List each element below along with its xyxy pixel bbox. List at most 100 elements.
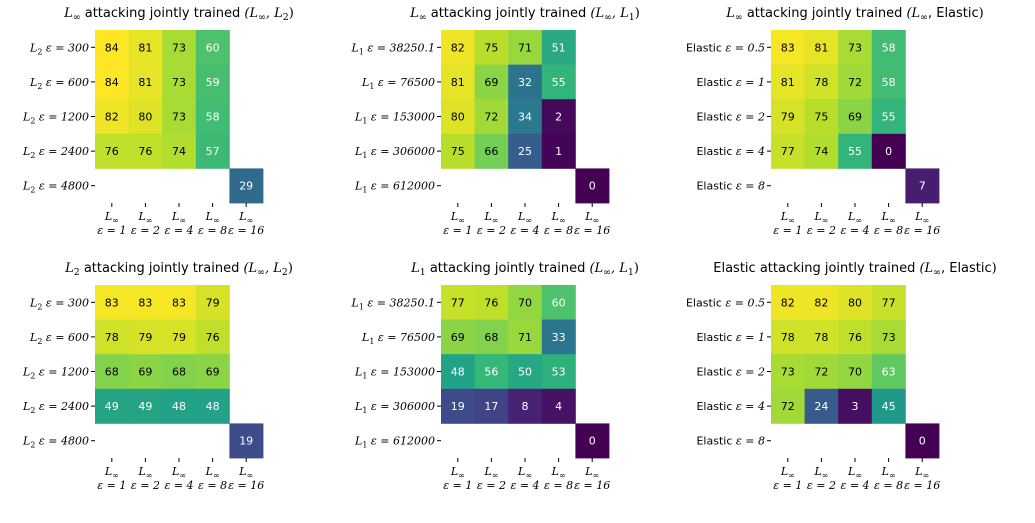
col-label: ε = 16 bbox=[574, 479, 610, 492]
panel-title: L∞​ attacking jointly trained (L∞​, L1​) bbox=[409, 6, 640, 23]
cell-value: 72 bbox=[484, 111, 498, 124]
cell-value: 45 bbox=[882, 400, 896, 413]
cell-value: 56 bbox=[484, 366, 498, 379]
col-label: L∞​ bbox=[483, 210, 498, 225]
heatmap-cell bbox=[508, 30, 543, 65]
cell-value: 73 bbox=[882, 331, 896, 344]
heatmap-cell bbox=[441, 319, 475, 355]
cell-value: 49 bbox=[138, 400, 152, 413]
cell-value: 76 bbox=[206, 331, 220, 344]
col-label: ε = 16 bbox=[574, 224, 610, 237]
cell-value: 55 bbox=[848, 145, 862, 158]
heatmap-cell bbox=[474, 99, 509, 135]
row-label: Elastic ε = 0.5 bbox=[686, 296, 765, 309]
cell-value: 72 bbox=[814, 366, 828, 379]
cell-value: 84 bbox=[105, 76, 119, 89]
heatmap-cell bbox=[95, 133, 129, 169]
cell-value: 0 bbox=[885, 145, 892, 158]
col-label: L∞​ bbox=[914, 465, 929, 480]
cell-value: 76 bbox=[484, 296, 498, 309]
heatmap-cell bbox=[128, 354, 163, 390]
heatmap-cell bbox=[541, 354, 576, 390]
col-label: L∞​ bbox=[881, 210, 896, 225]
heatmap-cell bbox=[128, 64, 163, 100]
cell-value: 53 bbox=[552, 366, 566, 379]
cell-value: 73 bbox=[848, 41, 862, 54]
col-label: ε = 2 bbox=[477, 224, 506, 237]
cell-value: 7 bbox=[919, 180, 926, 193]
heatmap-cell bbox=[541, 319, 576, 355]
cell-value: 82 bbox=[105, 111, 119, 124]
cell-value: 73 bbox=[781, 366, 795, 379]
heatmap-cell bbox=[804, 388, 839, 424]
cell-value: 77 bbox=[781, 145, 795, 158]
cell-value: 66 bbox=[484, 145, 498, 158]
heatmap-cell bbox=[508, 388, 543, 424]
cell-value: 72 bbox=[848, 76, 862, 89]
heatmap-panel: L1​ attacking jointly trained (L∞​, L1​)… bbox=[351, 261, 639, 492]
col-label: L∞​ bbox=[238, 210, 253, 225]
heatmap-cell bbox=[474, 319, 509, 355]
row-label: L1​ ε = 153000 bbox=[354, 366, 435, 381]
heatmap-cell bbox=[128, 319, 163, 355]
cell-value: 75 bbox=[484, 41, 498, 54]
heatmap-cell bbox=[871, 354, 906, 390]
heatmap-cell bbox=[474, 30, 509, 65]
cell-value: 4 bbox=[555, 400, 562, 413]
row-label: L2​ ε = 2400 bbox=[22, 400, 89, 415]
cell-value: 48 bbox=[172, 400, 186, 413]
cell-value: 81 bbox=[138, 41, 152, 54]
col-label: L∞​ bbox=[780, 210, 795, 225]
heatmap-cell bbox=[838, 319, 873, 355]
col-label: ε = 8 bbox=[874, 479, 903, 492]
row-label: L1​ ε = 38250.1 bbox=[351, 41, 435, 56]
cell-value: 48 bbox=[451, 366, 465, 379]
cell-value: 75 bbox=[451, 145, 465, 158]
row-label: Elastic ε = 4 bbox=[696, 400, 765, 413]
row-label: L2​ ε = 1200 bbox=[22, 366, 89, 381]
cell-value: 79 bbox=[781, 111, 795, 124]
cell-value: 69 bbox=[138, 366, 152, 379]
cell-value: 82 bbox=[451, 41, 465, 54]
heatmap-cell bbox=[195, 99, 230, 135]
cell-value: 83 bbox=[781, 41, 795, 54]
heatmap-cell bbox=[95, 64, 129, 100]
cell-value: 77 bbox=[882, 296, 896, 309]
heatmap-cell bbox=[195, 319, 230, 355]
cell-value: 32 bbox=[518, 76, 532, 89]
cell-value: 57 bbox=[206, 145, 220, 158]
cell-value: 55 bbox=[882, 111, 896, 124]
row-label: Elastic ε = 1 bbox=[696, 76, 765, 89]
row-label: Elastic ε = 2 bbox=[696, 111, 765, 124]
cell-value: 78 bbox=[781, 331, 795, 344]
heatmap-cell bbox=[771, 354, 805, 390]
heatmap-cell bbox=[95, 99, 129, 135]
cell-value: 81 bbox=[814, 41, 828, 54]
heatmap-cell bbox=[871, 30, 906, 65]
cell-value: 83 bbox=[105, 296, 119, 309]
cell-value: 0 bbox=[919, 435, 926, 448]
heatmap-cell bbox=[474, 354, 509, 390]
cell-value: 75 bbox=[814, 111, 828, 124]
heatmap-cell bbox=[541, 64, 576, 100]
cell-value: 48 bbox=[206, 400, 220, 413]
col-label: ε = 2 bbox=[477, 479, 506, 492]
col-label: L∞​ bbox=[780, 465, 795, 480]
heatmap-cell bbox=[441, 64, 475, 100]
heatmap-cell bbox=[871, 99, 906, 135]
col-label: L∞​ bbox=[847, 210, 862, 225]
col-label: ε = 1 bbox=[97, 224, 126, 237]
cell-value: 1 bbox=[555, 145, 562, 158]
heatmap-cell bbox=[195, 285, 230, 320]
col-label: L∞​ bbox=[584, 465, 599, 480]
row-label: L1​ ε = 76500 bbox=[361, 331, 435, 346]
cell-value: 74 bbox=[814, 145, 828, 158]
row-label: L2​ ε = 1200 bbox=[22, 111, 89, 126]
col-label: L∞​ bbox=[914, 210, 929, 225]
cell-value: 76 bbox=[105, 145, 119, 158]
col-label: ε = 8 bbox=[544, 479, 573, 492]
heatmap-cell bbox=[162, 285, 197, 320]
cell-value: 76 bbox=[848, 331, 862, 344]
col-label: ε = 4 bbox=[510, 224, 539, 237]
col-label: L∞​ bbox=[551, 465, 566, 480]
